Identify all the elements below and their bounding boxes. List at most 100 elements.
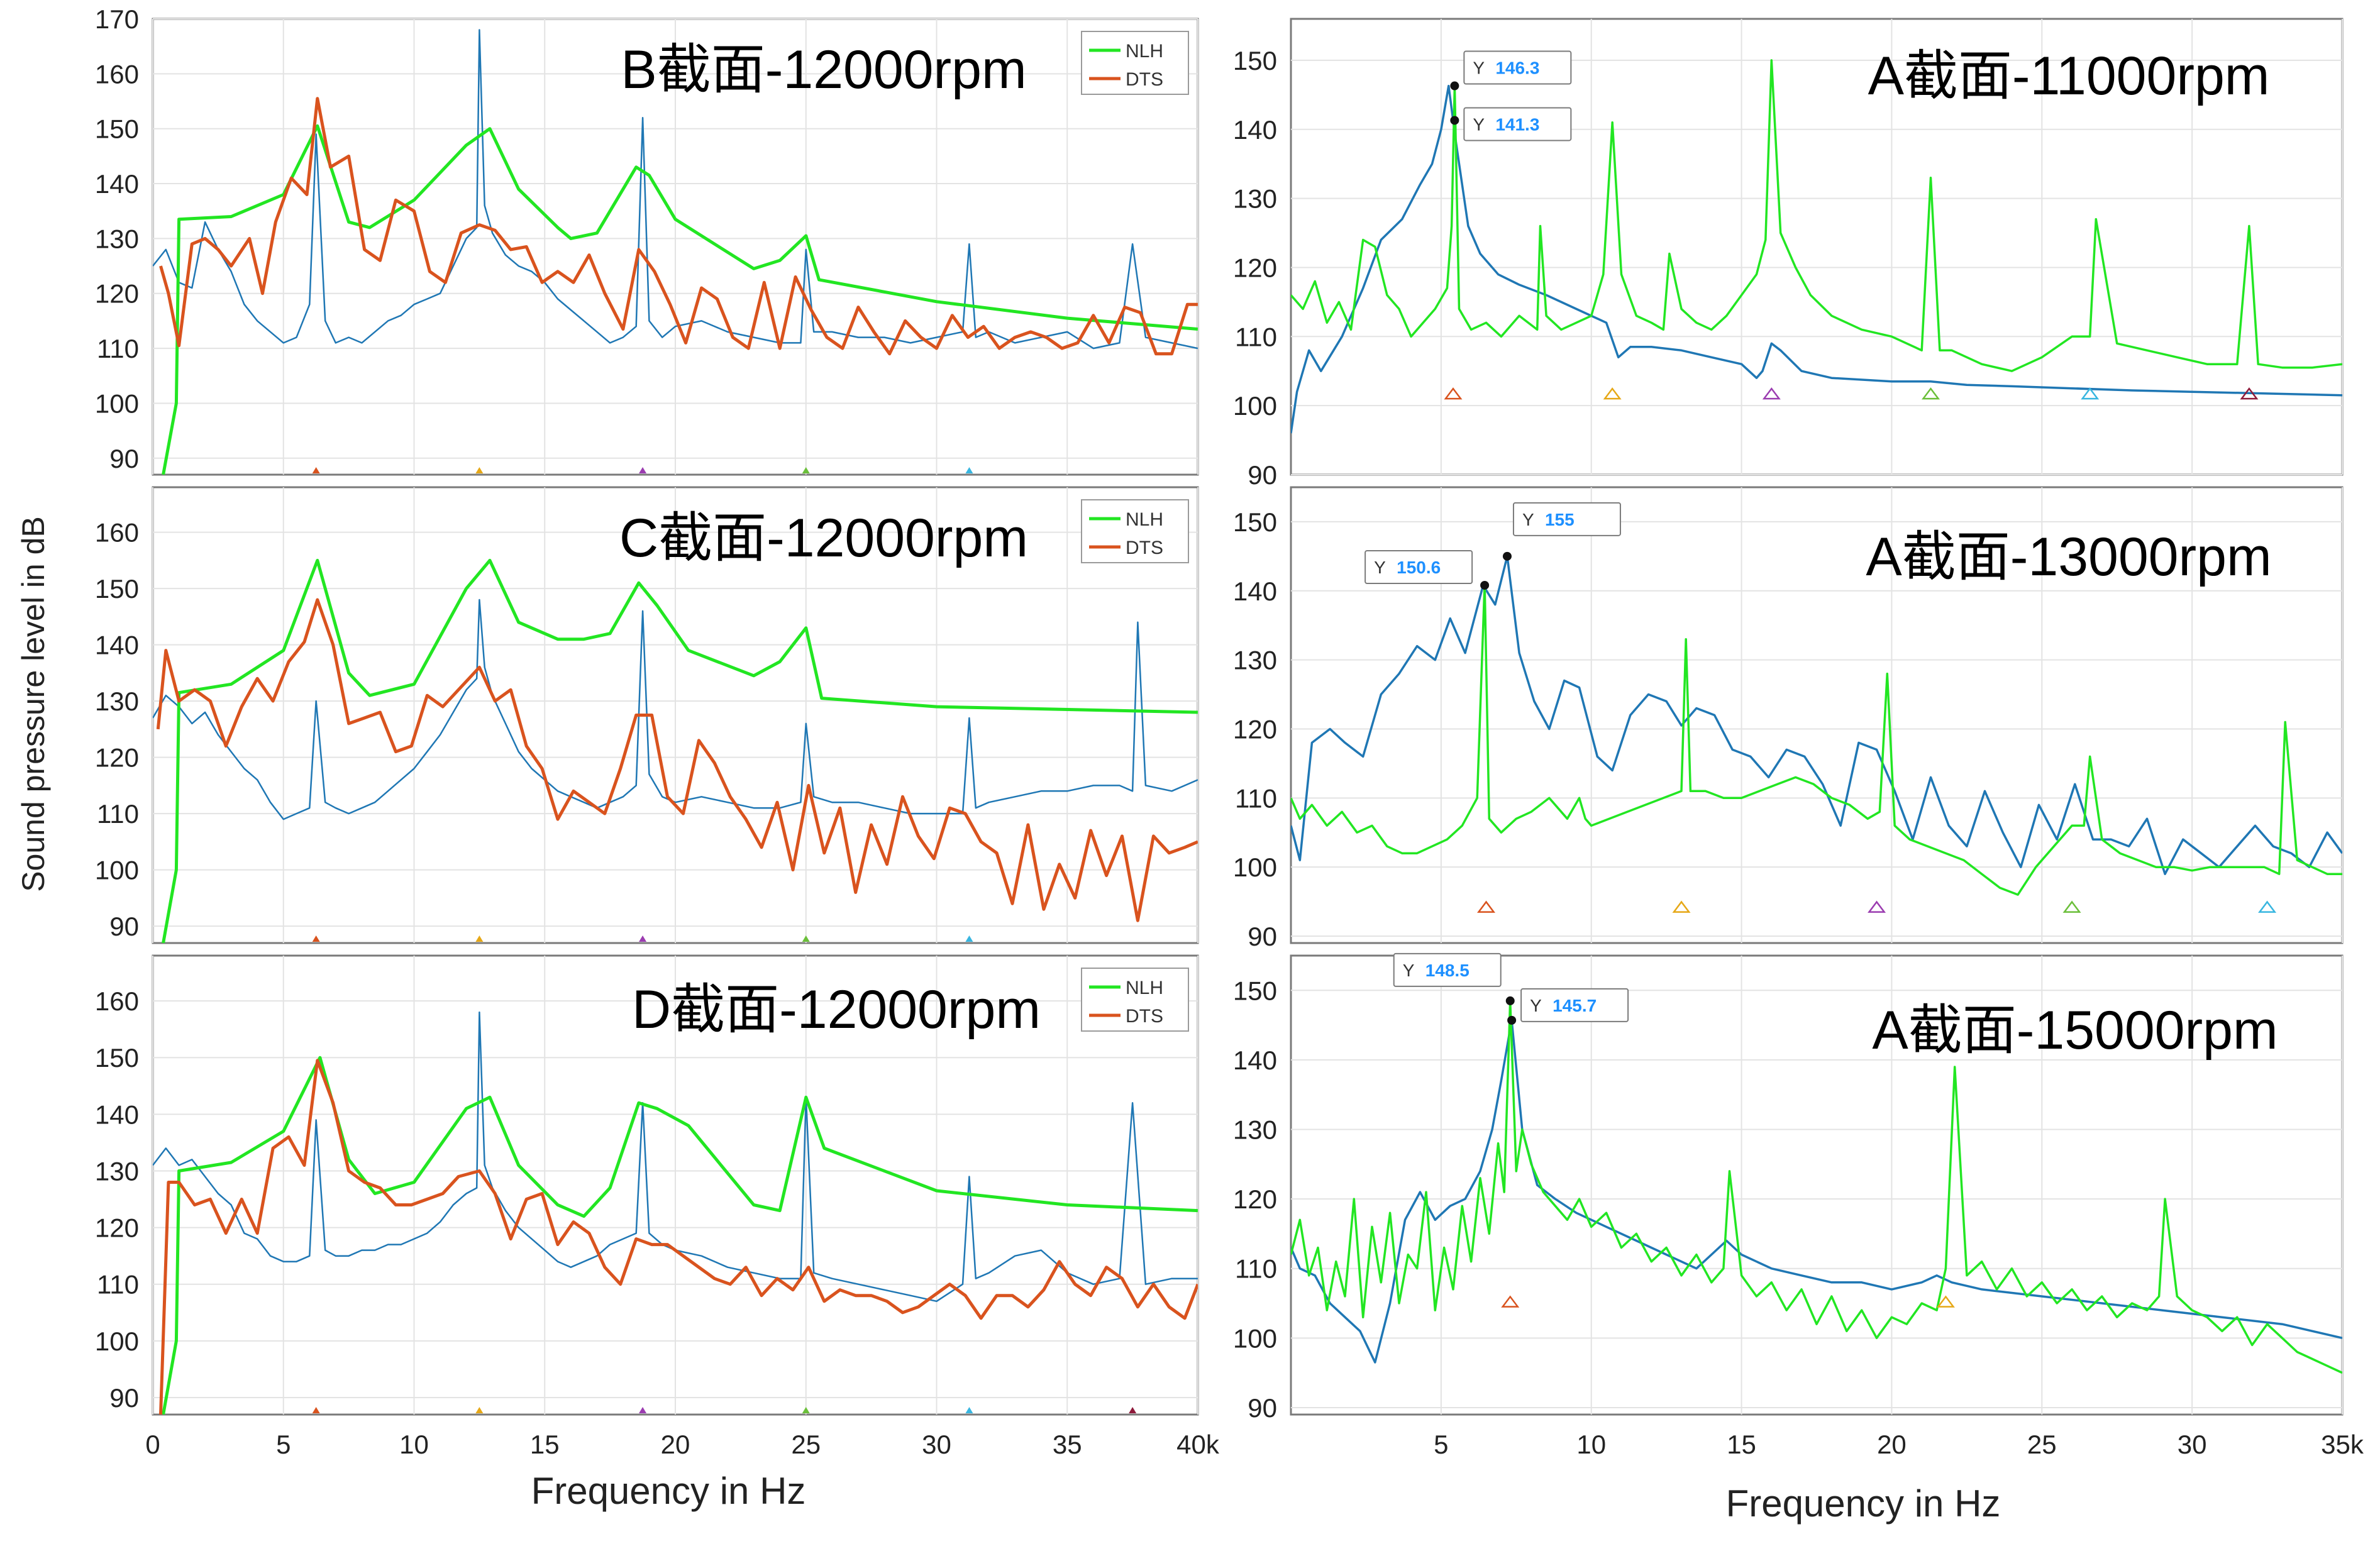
y-tick-label: 100 <box>95 1327 139 1356</box>
x-tick-label: 20 <box>661 1430 690 1459</box>
y-tick-label: 130 <box>95 1156 139 1186</box>
datatip: Y 150.6 <box>1364 549 1490 590</box>
x-tick-label: 40k <box>1176 1430 1220 1459</box>
x-tick-label: 15 <box>1727 1430 1756 1459</box>
datatip-box <box>1512 502 1621 536</box>
datatip-point <box>1505 996 1515 1005</box>
datatip-box <box>1364 549 1473 584</box>
gridlines <box>152 956 1198 1415</box>
y-tick-label: 130 <box>1233 184 1277 214</box>
y-tick-label: 100 <box>95 389 139 418</box>
y-tick-label: 120 <box>1233 1184 1277 1214</box>
datatip-point <box>1480 580 1490 590</box>
y-tick-label: 150 <box>1233 507 1277 537</box>
harmonic-marker <box>802 935 810 942</box>
datatip: Y 146.3 <box>1450 50 1572 91</box>
datatip-y-symbol: Y <box>1473 58 1485 78</box>
harmonic-marker <box>1444 387 1463 400</box>
y-tick-label: 150 <box>1233 976 1277 1005</box>
nlh-line <box>162 558 1198 943</box>
left-x-axis-label: Frequency in Hz <box>531 1470 806 1512</box>
datatip-y-symbol: Y <box>1403 961 1415 980</box>
x-tick-label: 20 <box>1877 1430 1907 1459</box>
x-tick-label: 25 <box>791 1430 821 1459</box>
datatip-box <box>1520 988 1629 1022</box>
harmonic-marker <box>639 1407 647 1413</box>
datatip-box <box>1393 952 1502 987</box>
legend-box <box>1081 499 1189 563</box>
x-tick-label: 10 <box>1576 1430 1606 1459</box>
y-tick-label: 100 <box>95 856 139 885</box>
y-tick-label: 140 <box>95 1100 139 1129</box>
datatip-y-symbol: Y <box>1374 558 1386 577</box>
legend-label: NLH <box>1126 509 1163 530</box>
legend-box <box>1081 31 1189 95</box>
y-tick-label: 120 <box>1233 714 1277 744</box>
blue-line <box>1291 555 2342 875</box>
legend-label: DTS <box>1126 538 1163 558</box>
legend-label: NLH <box>1126 978 1163 998</box>
datatip-point <box>1450 116 1459 125</box>
gridlines <box>152 18 1198 475</box>
harmonic-marker <box>475 1407 484 1413</box>
harmonic-marker <box>965 467 973 473</box>
panel-title: A截面-13000rpm <box>1866 527 2271 587</box>
legend-label: DTS <box>1126 1006 1163 1027</box>
y-tick-label: 170 <box>95 4 139 34</box>
y-tick-label: 90 <box>1248 922 1277 951</box>
datatip-value: 145.7 <box>1553 996 1597 1015</box>
dts-line <box>159 97 1198 356</box>
dts-line <box>156 598 1198 922</box>
y-tick-label: 150 <box>95 1043 139 1073</box>
panel-title: A截面-11000rpm <box>1868 46 2270 106</box>
x-tick-label: 15 <box>530 1430 560 1459</box>
datatip-value: 150.6 <box>1397 558 1441 577</box>
green-line <box>1291 59 2342 372</box>
gridlines <box>152 487 1198 943</box>
datatip-value: 146.3 <box>1495 58 1539 78</box>
harmonic-marker <box>1501 1295 1520 1308</box>
y-tick-label: 90 <box>109 444 139 473</box>
harmonic-marker <box>475 467 484 473</box>
green-line <box>1291 1000 2342 1374</box>
y-tick-label: 150 <box>95 574 139 604</box>
x-tick-label: 5 <box>1434 1430 1448 1459</box>
y-tick-label: 90 <box>1248 1393 1277 1423</box>
y-tick-label: 120 <box>1233 253 1277 282</box>
x-tick-label: 25 <box>2027 1430 2057 1459</box>
harmonic-marker <box>2081 387 2100 400</box>
datatip-y-symbol: Y <box>1473 114 1485 134</box>
y-tick-label: 160 <box>95 518 139 548</box>
blue-line <box>1291 84 2342 434</box>
y-tick-label: 130 <box>95 224 139 253</box>
y-tick-label: 110 <box>97 1270 139 1299</box>
chart-panel-3: 90 100 110 120 130 140 150 160 NLH DTS D截面-12000rp… <box>95 954 1199 1416</box>
datatip-value: 148.5 <box>1425 961 1470 980</box>
datatip-value: 141.3 <box>1495 114 1539 134</box>
plot-area <box>1290 18 2344 476</box>
y-tick-label: 110 <box>1235 322 1277 351</box>
panel-title: D截面-12000rpm <box>632 979 1041 1040</box>
measured-line <box>153 29 1198 350</box>
y-tick-label: 100 <box>1233 391 1277 421</box>
x-tick-label: 0 <box>145 1430 160 1459</box>
datatip-y-symbol: Y <box>1522 510 1534 529</box>
y-tick-label: 120 <box>95 1213 139 1243</box>
datatip: Y 141.3 <box>1450 107 1572 141</box>
y-tick-label: 140 <box>1233 1046 1277 1075</box>
y-tick-label: 130 <box>1233 1115 1277 1145</box>
harmonic-marker <box>639 467 647 473</box>
legend: NLH DTS <box>1081 968 1189 1032</box>
y-tick-label: 120 <box>95 743 139 773</box>
chart-panel-2: 90 100 110 120 130 140 150 160 NLH DTS C截面-12000rp… <box>95 486 1199 944</box>
harmonic-marker <box>1868 900 1886 913</box>
chart-panel-6: 90 100 110 120 130 140 150 Y 148.5 Y 145.7 A截面-1500… <box>1233 952 2344 1423</box>
blue-line <box>1291 1019 2342 1364</box>
y-tick-label: 110 <box>97 799 139 829</box>
right-x-axis-ticks: 5 10 15 20 25 30 35k <box>1434 1430 2364 1459</box>
harmonic-marker <box>1922 387 1940 400</box>
datatip: Y 145.7 <box>1507 988 1629 1025</box>
y-axis-label: Sound pressure level in dB <box>16 516 51 892</box>
y-tick-label: 130 <box>1233 646 1277 675</box>
harmonic-marker <box>965 935 973 942</box>
